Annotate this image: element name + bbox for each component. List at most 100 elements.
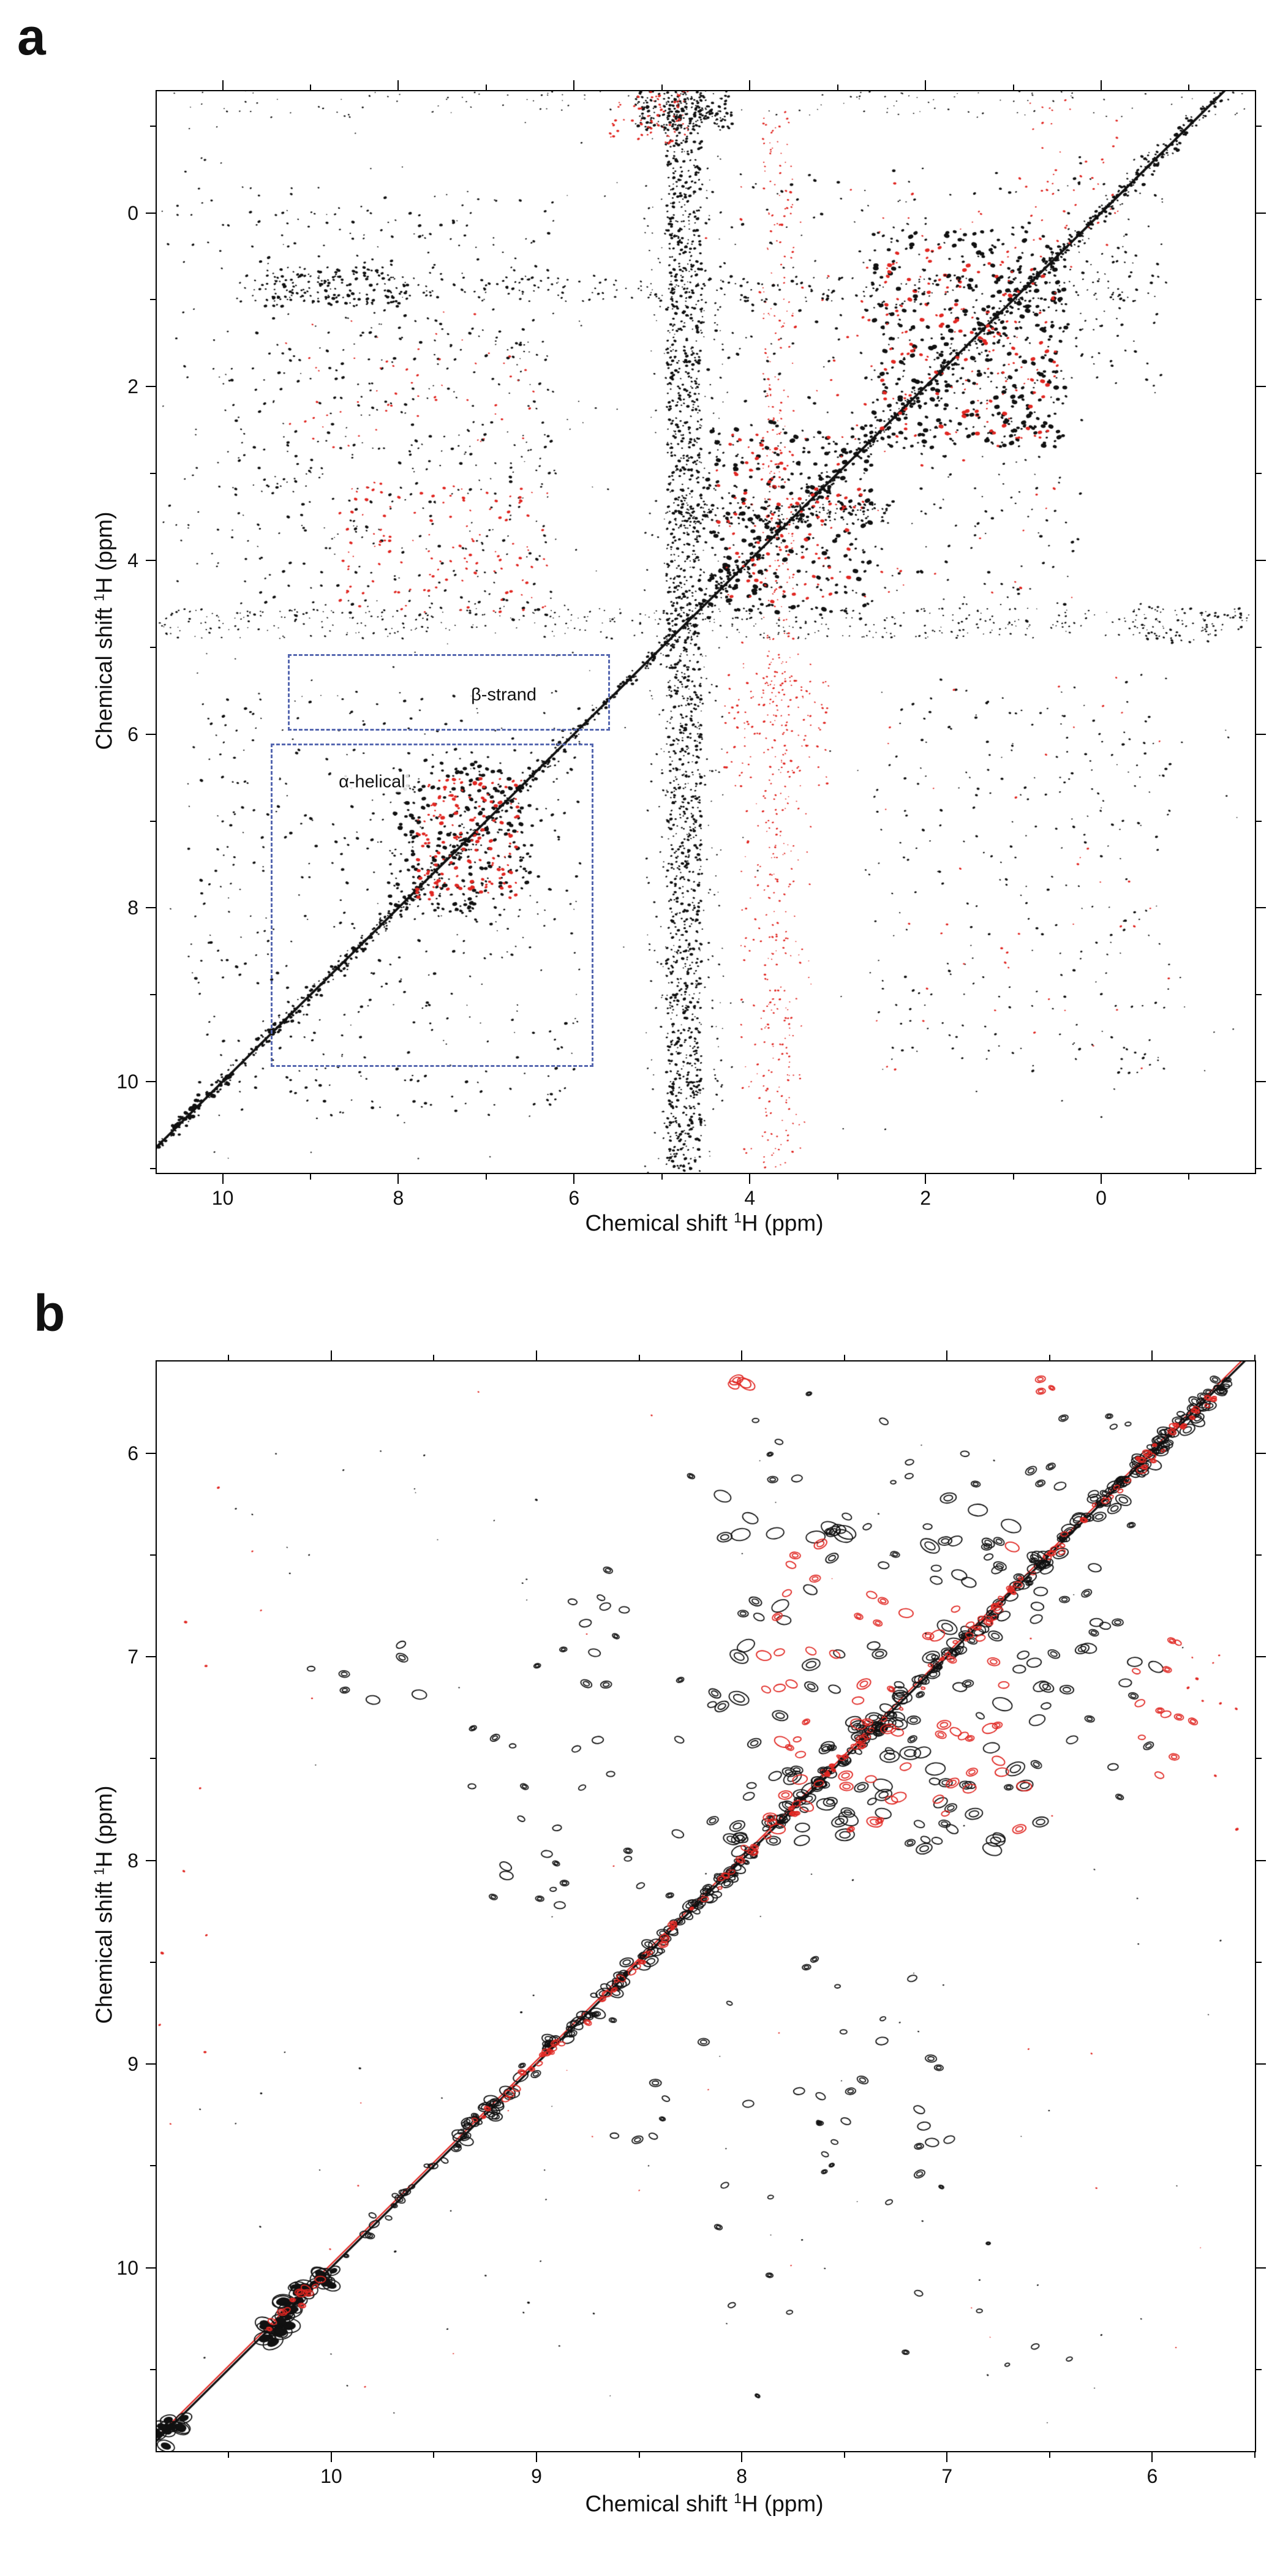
y-axis-tick bbox=[146, 2063, 156, 2065]
y-tick-label: 4 bbox=[127, 549, 138, 571]
axis-title-text: H (ppm) bbox=[91, 511, 117, 594]
x-axis-tick bbox=[1100, 1174, 1102, 1184]
y-axis-tick bbox=[146, 386, 156, 388]
x-tick-label: 6 bbox=[1146, 2465, 1158, 2487]
y-axis-tick bbox=[146, 559, 156, 561]
y-axis-tick bbox=[150, 299, 156, 301]
x-axis-tick bbox=[1151, 1350, 1153, 1360]
y-axis-tick bbox=[150, 646, 156, 648]
x-axis-tick bbox=[397, 80, 399, 90]
y-axis-tick bbox=[1256, 2165, 1262, 2167]
x-axis-tick bbox=[222, 1174, 224, 1184]
x-axis-tick bbox=[843, 2452, 845, 2458]
x-axis-tick bbox=[946, 2452, 948, 2462]
x-axis-tick bbox=[1048, 1355, 1050, 1360]
y-axis-tick bbox=[1256, 559, 1266, 561]
x-axis-tick bbox=[741, 1350, 743, 1360]
panel-b-plot: 10 9 8 7 6 6 7 8 9 10 bbox=[116, 1350, 1266, 2487]
x-axis-tick bbox=[397, 1174, 399, 1184]
y-axis-tick bbox=[1256, 386, 1266, 388]
annotation-box bbox=[271, 744, 594, 1068]
y-axis-tick bbox=[1256, 646, 1262, 648]
y-axis-tick bbox=[1256, 733, 1266, 735]
y-axis-tick bbox=[150, 2368, 156, 2370]
x-axis-tick bbox=[749, 80, 751, 90]
y-axis-tick bbox=[1256, 2063, 1266, 2065]
y-axis-tick bbox=[1256, 1961, 1262, 1963]
annotation-box bbox=[287, 654, 611, 731]
x-tick-label: 6 bbox=[568, 1187, 580, 1209]
panel-a-spectrum-canvas bbox=[157, 91, 1255, 1173]
x-axis-tick bbox=[1151, 2452, 1153, 2462]
x-axis-tick bbox=[433, 2452, 435, 2458]
y-axis-tick bbox=[150, 820, 156, 822]
axis-title-text: H (ppm) bbox=[741, 1210, 824, 1236]
y-tick-label: 8 bbox=[127, 897, 138, 919]
x-axis-tick bbox=[222, 80, 224, 90]
y-axis-tick bbox=[150, 1167, 156, 1169]
panel-a-x-axis-title: Chemical shift 1H (ppm) bbox=[585, 1210, 823, 1236]
y-axis-tick bbox=[150, 1758, 156, 1760]
x-axis-tick bbox=[1048, 2452, 1050, 2458]
x-axis-tick bbox=[310, 85, 312, 90]
y-axis-tick bbox=[1256, 125, 1262, 127]
x-axis-tick bbox=[1188, 85, 1190, 90]
x-axis-tick bbox=[749, 1174, 751, 1184]
y-axis-tick bbox=[146, 1656, 156, 1658]
x-axis-tick bbox=[1012, 85, 1014, 90]
axis-title-text: Chemical shift bbox=[91, 1875, 117, 2024]
x-tick-label: 10 bbox=[211, 1187, 234, 1209]
y-tick-label: 7 bbox=[127, 1646, 138, 1668]
y-axis-tick bbox=[1256, 299, 1262, 301]
x-axis-tick bbox=[741, 2452, 743, 2462]
axis-title-text: Chemical shift bbox=[585, 2491, 734, 2517]
y-tick-label: 9 bbox=[127, 2053, 138, 2076]
y-axis-tick bbox=[1256, 994, 1262, 996]
x-axis-tick bbox=[485, 85, 487, 90]
y-axis-tick bbox=[1256, 907, 1266, 909]
panel-a-plot: 10 8 6 4 2 0 0 2 4 6 8 10 β-strand α-helical bbox=[116, 80, 1266, 1208]
x-axis-tick bbox=[330, 1350, 332, 1360]
y-tick-label: 8 bbox=[127, 1849, 138, 1872]
x-tick-label: 9 bbox=[531, 2465, 542, 2487]
panel-a-y-axis-title: Chemical shift 1H (ppm) bbox=[91, 511, 117, 750]
y-axis-tick bbox=[150, 125, 156, 127]
y-axis-tick bbox=[146, 212, 156, 214]
axis-title-superscript: 1 bbox=[734, 2490, 742, 2506]
panel-b-x-axis-title: Chemical shift 1H (ppm) bbox=[585, 2490, 823, 2517]
x-axis-tick bbox=[661, 85, 663, 90]
y-tick-label: 6 bbox=[127, 1442, 138, 1464]
x-axis-tick bbox=[837, 85, 838, 90]
axis-title-superscript: 1 bbox=[91, 1867, 107, 1875]
y-tick-label: 0 bbox=[127, 201, 138, 224]
y-axis-tick bbox=[150, 1961, 156, 1963]
panel-b-spectrum-canvas bbox=[157, 1361, 1255, 2451]
y-axis-tick bbox=[1256, 1167, 1262, 1169]
x-axis-tick bbox=[310, 1174, 312, 1180]
y-axis-tick bbox=[1256, 1859, 1266, 1861]
x-tick-label: 2 bbox=[920, 1187, 931, 1209]
x-axis-tick bbox=[638, 2452, 640, 2458]
y-axis-tick bbox=[1256, 1452, 1266, 1454]
x-tick-label: 8 bbox=[393, 1187, 404, 1209]
x-tick-label: 10 bbox=[320, 2465, 342, 2487]
x-tick-label: 7 bbox=[941, 2465, 953, 2487]
y-axis-tick bbox=[1256, 212, 1266, 214]
panel-a-label: a bbox=[17, 8, 46, 66]
x-axis-tick bbox=[536, 2452, 537, 2462]
y-axis-tick bbox=[150, 473, 156, 475]
x-axis-tick bbox=[433, 1355, 435, 1360]
x-axis-tick bbox=[228, 1355, 230, 1360]
y-axis-tick bbox=[146, 1452, 156, 1454]
y-tick-label: 6 bbox=[127, 723, 138, 745]
x-axis-tick bbox=[925, 80, 927, 90]
x-tick-label: 8 bbox=[736, 2465, 748, 2487]
x-axis-tick bbox=[925, 1174, 927, 1184]
panel-b-label: b bbox=[34, 1284, 66, 1342]
x-tick-label: 0 bbox=[1096, 1187, 1107, 1209]
y-axis-tick bbox=[146, 1081, 156, 1083]
y-axis-tick bbox=[150, 994, 156, 996]
axis-title-text: H (ppm) bbox=[741, 2491, 824, 2517]
y-axis-tick bbox=[146, 907, 156, 909]
x-axis-tick bbox=[1100, 80, 1102, 90]
